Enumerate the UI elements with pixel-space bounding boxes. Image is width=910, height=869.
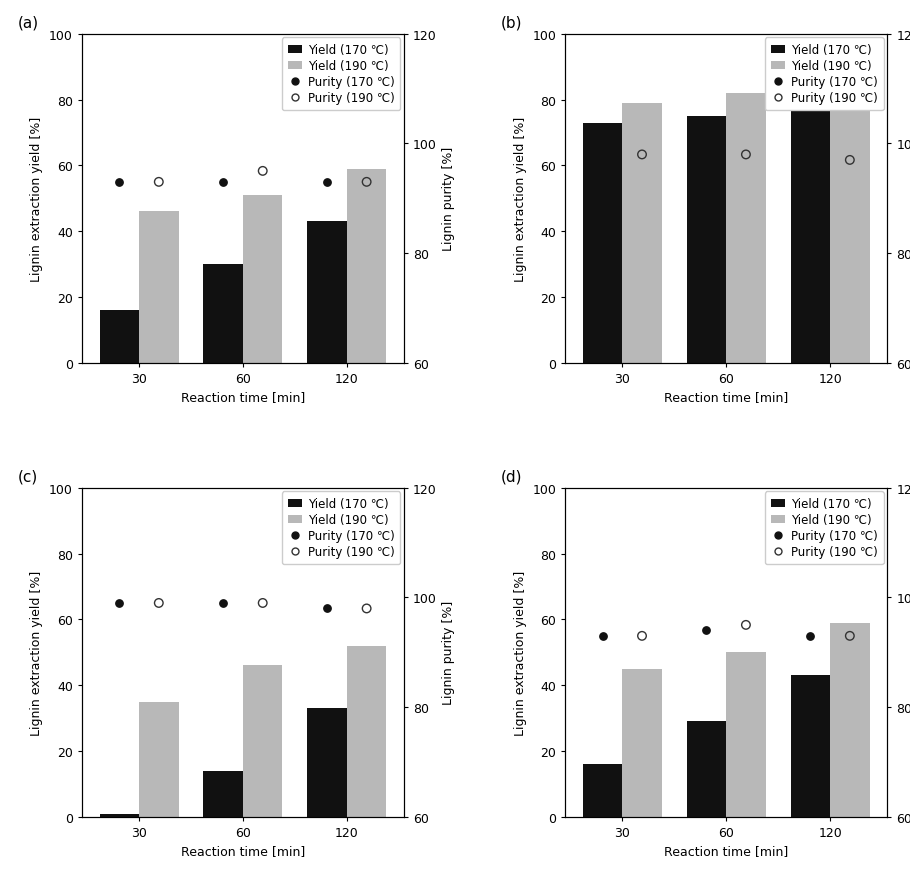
Bar <box>622 669 662 817</box>
Bar <box>243 666 282 817</box>
Bar <box>308 708 347 817</box>
Text: (d): (d) <box>501 468 522 483</box>
Bar <box>243 196 282 363</box>
Point <box>216 596 230 610</box>
X-axis label: Reaction time [min]: Reaction time [min] <box>181 391 305 404</box>
Point <box>359 602 374 616</box>
Point <box>843 154 857 168</box>
Point <box>699 143 713 156</box>
Point <box>256 596 270 610</box>
Text: (c): (c) <box>17 468 37 483</box>
Bar <box>347 646 387 817</box>
Bar <box>204 771 243 817</box>
Point <box>739 149 753 163</box>
Bar <box>347 169 387 363</box>
Point <box>803 629 817 643</box>
Y-axis label: Lignin extraction yield [%]: Lignin extraction yield [%] <box>30 570 44 735</box>
Bar <box>139 702 178 817</box>
Point <box>112 596 126 610</box>
Bar <box>204 265 243 363</box>
Legend: Yield (170 ℃), Yield (190 ℃), Purity (170 ℃), Purity (190 ℃): Yield (170 ℃), Yield (190 ℃), Purity (17… <box>765 492 884 564</box>
Legend: Yield (170 ℃), Yield (190 ℃), Purity (170 ℃), Purity (190 ℃): Yield (170 ℃), Yield (190 ℃), Purity (17… <box>765 38 884 111</box>
Point <box>256 165 270 179</box>
Bar <box>308 222 347 363</box>
Point <box>216 176 230 189</box>
Bar <box>726 653 765 817</box>
Bar <box>830 94 870 363</box>
Point <box>152 176 167 189</box>
Y-axis label: Lignin extraction yield [%]: Lignin extraction yield [%] <box>30 116 44 282</box>
Point <box>635 149 650 163</box>
Text: (a): (a) <box>17 15 38 30</box>
Point <box>595 143 610 156</box>
Point <box>739 618 753 632</box>
Bar <box>582 123 622 363</box>
Text: (b): (b) <box>501 15 522 30</box>
Y-axis label: Lignin purity [%]: Lignin purity [%] <box>442 600 456 705</box>
Point <box>319 176 334 189</box>
Bar <box>99 311 139 363</box>
X-axis label: Reaction time [min]: Reaction time [min] <box>664 391 788 404</box>
Point <box>843 629 857 643</box>
Bar <box>582 764 622 817</box>
Legend: Yield (170 ℃), Yield (190 ℃), Purity (170 ℃), Purity (190 ℃): Yield (170 ℃), Yield (190 ℃), Purity (17… <box>282 38 400 111</box>
Bar <box>830 623 870 817</box>
Bar <box>139 212 178 363</box>
Y-axis label: Lignin extraction yield [%]: Lignin extraction yield [%] <box>513 116 527 282</box>
Bar <box>687 721 726 817</box>
X-axis label: Reaction time [min]: Reaction time [min] <box>664 845 788 858</box>
Y-axis label: Lignin extraction yield [%]: Lignin extraction yield [%] <box>513 570 527 735</box>
Point <box>803 149 817 163</box>
Point <box>595 629 610 643</box>
Bar <box>726 94 765 363</box>
Bar <box>99 813 139 817</box>
Y-axis label: Lignin purity [%]: Lignin purity [%] <box>442 147 456 251</box>
Bar <box>687 117 726 363</box>
Point <box>112 176 126 189</box>
Point <box>319 602 334 616</box>
Point <box>152 596 167 610</box>
Legend: Yield (170 ℃), Yield (190 ℃), Purity (170 ℃), Purity (190 ℃): Yield (170 ℃), Yield (190 ℃), Purity (17… <box>282 492 400 564</box>
Bar <box>791 110 830 363</box>
Point <box>635 629 650 643</box>
X-axis label: Reaction time [min]: Reaction time [min] <box>181 845 305 858</box>
Point <box>359 176 374 189</box>
Point <box>699 624 713 638</box>
Bar <box>622 103 662 363</box>
Bar <box>791 675 830 817</box>
